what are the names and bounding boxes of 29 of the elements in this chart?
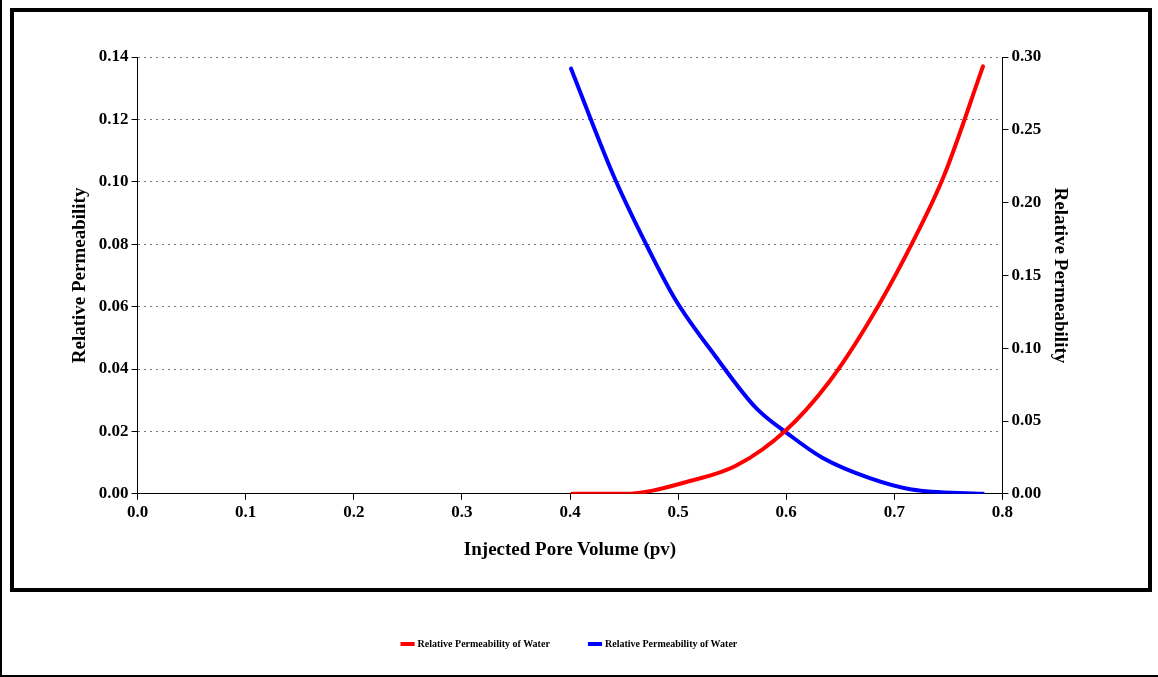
y-tick-label: 0.06 [98, 295, 129, 315]
legend-label: Relative Permeability of Water [417, 637, 551, 649]
y-tick-label: 0.10 [98, 171, 129, 191]
y2-axis-title: Relative Permeability [1050, 187, 1072, 364]
x-tick-label: 0.3 [451, 502, 473, 522]
x-tick-label: 0.4 [559, 502, 582, 522]
x-tick-label: 0.2 [343, 502, 365, 522]
legend-label: Relative Permeability of Water [605, 637, 738, 649]
y2-tick-label: 0.25 [1011, 119, 1042, 139]
y2-tick-label: 0.10 [1011, 337, 1042, 357]
x-tick-label: 0.1 [235, 502, 257, 522]
x-tick-label: 0.0 [126, 502, 149, 522]
y-tick-label: 0.14 [98, 46, 130, 66]
y2-tick-label: 0.00 [1011, 483, 1042, 503]
y2-tick-label: 0.20 [1011, 191, 1042, 211]
y2-tick-label: 0.05 [1011, 410, 1042, 430]
x-tick-label: 0.7 [883, 502, 906, 522]
x-tick-label: 0.5 [667, 502, 689, 522]
y-tick-label: 0.00 [98, 483, 129, 503]
x-tick-label: 0.8 [991, 502, 1014, 522]
x-axis-title: Injected Pore Volume (pv) [463, 537, 677, 560]
y-tick-label: 0.08 [98, 233, 129, 253]
y-tick-label: 0.12 [98, 108, 129, 128]
y-tick-label: 0.04 [98, 358, 130, 378]
y-axis-title: Relative Permeability [68, 187, 90, 364]
y2-tick-label: 0.30 [1011, 46, 1042, 66]
y-tick-label: 0.02 [98, 420, 129, 440]
x-tick-label: 0.6 [775, 502, 797, 522]
y2-tick-label: 0.15 [1011, 264, 1042, 284]
